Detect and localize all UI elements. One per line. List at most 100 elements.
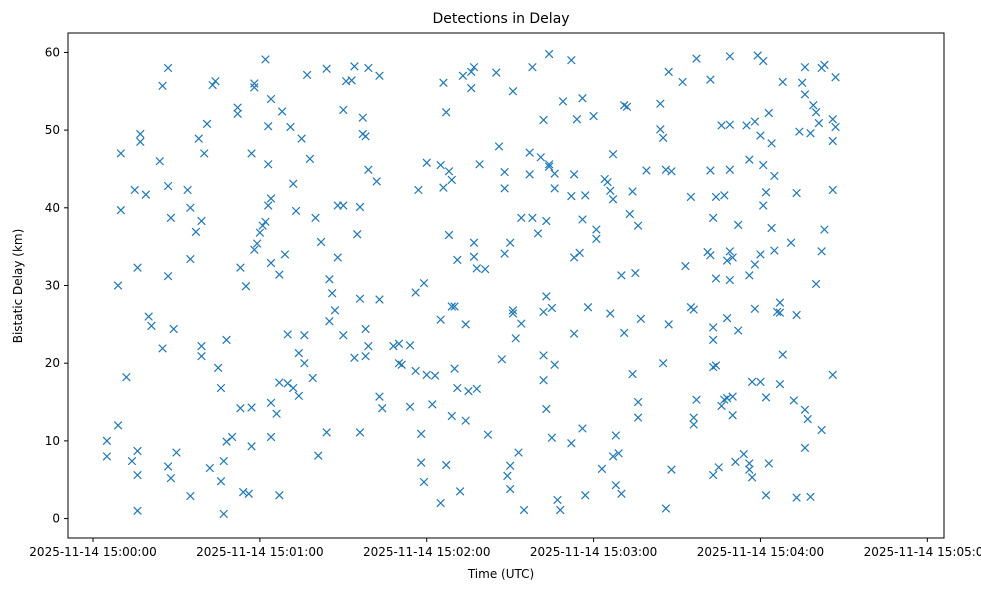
- data-point: [550, 184, 559, 193]
- data-point: [811, 279, 821, 289]
- data-point: [186, 203, 195, 213]
- data-point: [464, 386, 473, 396]
- data-point: [733, 220, 743, 230]
- data-point: [216, 383, 226, 393]
- x-tick-label: 2025-11-14 15:03:00: [530, 545, 657, 559]
- data-point: [505, 238, 515, 247]
- data-point: [436, 160, 445, 170]
- data-point: [725, 120, 735, 129]
- data-point: [817, 247, 826, 256]
- data-point: [325, 317, 334, 326]
- data-point: [597, 464, 607, 474]
- data-point: [745, 459, 754, 468]
- data-point: [355, 202, 365, 212]
- data-point: [608, 452, 618, 461]
- data-point: [283, 330, 292, 339]
- data-point: [325, 275, 334, 284]
- data-point: [197, 341, 206, 351]
- data-point: [277, 107, 287, 116]
- data-point: [275, 270, 284, 279]
- data-point: [619, 101, 629, 110]
- chart-title: Detections in Delay: [432, 11, 569, 27]
- data-point: [394, 358, 404, 368]
- data-point: [558, 97, 568, 106]
- data-point: [514, 448, 523, 457]
- data-point: [166, 473, 176, 483]
- data-point: [183, 185, 192, 195]
- data-point: [475, 160, 484, 169]
- data-point: [792, 188, 801, 198]
- data-point: [636, 314, 646, 324]
- data-point: [608, 195, 618, 204]
- data-point: [355, 294, 365, 303]
- data-point: [578, 424, 587, 433]
- data-point: [814, 118, 824, 128]
- data-point: [330, 306, 340, 315]
- data-point: [525, 148, 534, 157]
- data-point: [280, 250, 290, 259]
- data-point: [113, 281, 123, 290]
- data-point: [444, 230, 454, 240]
- data-point: [617, 489, 626, 498]
- y-tick-label: 30: [45, 279, 60, 293]
- data-point: [572, 115, 582, 124]
- data-point: [500, 167, 509, 177]
- data-point: [806, 492, 815, 502]
- data-point: [731, 457, 740, 467]
- data-point: [289, 179, 298, 188]
- data-point: [453, 255, 462, 265]
- data-point: [275, 491, 284, 500]
- data-point: [244, 489, 253, 498]
- data-point: [322, 64, 331, 73]
- data-point: [339, 330, 348, 340]
- data-point: [133, 446, 142, 456]
- data-point: [252, 239, 262, 248]
- data-point: [517, 213, 526, 223]
- data-point: [711, 274, 721, 283]
- data-point: [202, 119, 212, 129]
- data-point: [358, 113, 368, 122]
- data-point: [163, 181, 173, 191]
- data-point: [550, 360, 559, 369]
- data-point: [163, 271, 173, 281]
- data-point: [720, 191, 729, 200]
- data-point: [394, 339, 404, 348]
- data-point: [213, 363, 223, 373]
- data-point: [728, 253, 737, 262]
- data-point: [133, 470, 142, 480]
- data-point: [592, 234, 601, 244]
- data-point: [717, 121, 726, 130]
- data-point: [411, 288, 420, 297]
- data-point: [467, 83, 476, 93]
- data-point: [416, 458, 426, 467]
- data-point: [419, 278, 429, 288]
- data-point: [542, 404, 551, 414]
- y-tick-label: 60: [45, 45, 60, 59]
- x-tick-label: 2025-11-14 15:01:00: [196, 545, 323, 559]
- data-point: [525, 170, 534, 179]
- data-point: [305, 154, 315, 164]
- data-point: [497, 355, 507, 364]
- data-point: [689, 420, 698, 429]
- data-point: [122, 372, 131, 382]
- data-point: [316, 237, 326, 247]
- data-point: [608, 149, 618, 159]
- data-point: [375, 71, 384, 80]
- data-point: [250, 245, 259, 254]
- data-point: [828, 115, 837, 124]
- data-point: [505, 484, 515, 494]
- x-axis: 2025-11-14 15:00:00 2025-11-14 15:01:00 20…: [29, 538, 981, 559]
- data-point: [589, 111, 598, 121]
- data-point: [775, 379, 785, 389]
- data-point: [733, 326, 743, 335]
- data-point: [261, 55, 270, 64]
- data-point: [375, 392, 384, 401]
- data-point: [411, 366, 420, 376]
- data-point: [469, 62, 479, 72]
- data-point: [472, 264, 482, 273]
- data-point: [247, 442, 256, 451]
- data-point: [480, 264, 490, 274]
- data-point: [194, 134, 203, 143]
- data-point: [528, 213, 537, 223]
- data-point: [133, 506, 142, 516]
